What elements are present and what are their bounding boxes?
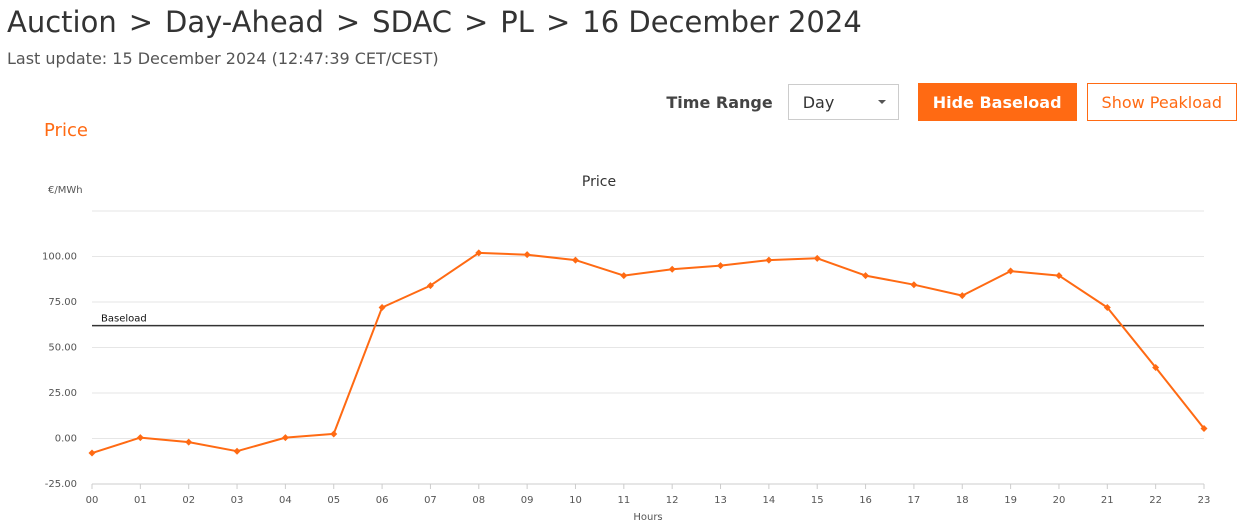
x-tick-label: 15 — [811, 495, 824, 506]
price-point — [426, 282, 434, 290]
y-tick-label: 50.00 — [48, 343, 77, 354]
price-point — [1007, 267, 1015, 275]
x-tick-label: 00 — [86, 495, 99, 506]
x-tick-label: 08 — [472, 495, 485, 506]
y-tick-label: 75.00 — [48, 297, 77, 308]
x-tick-label: 21 — [1101, 495, 1114, 506]
x-tick-label: 20 — [1053, 495, 1066, 506]
price-point — [1152, 364, 1160, 372]
time-range-label: Time Range — [666, 92, 773, 112]
price-point — [88, 449, 96, 457]
x-tick-label: 01 — [134, 495, 147, 506]
price-series-line — [91, 251, 1205, 455]
price-point — [717, 262, 725, 270]
chart-title: Price — [582, 174, 616, 190]
breadcrumb-separator: > — [545, 5, 571, 39]
breadcrumb-separator: > — [128, 5, 154, 39]
x-tick-label: 12 — [666, 495, 679, 506]
time-range-select[interactable]: Day — [787, 84, 899, 120]
breadcrumb-date: 16 December 2024 — [582, 5, 862, 39]
price-point — [862, 272, 870, 280]
section-title: Price — [44, 120, 88, 141]
y-tick-label: -25.00 — [45, 479, 77, 490]
x-tick-label: 14 — [763, 495, 776, 506]
price-point — [523, 251, 531, 259]
price-point — [136, 434, 144, 442]
breadcrumb-auction[interactable]: Auction — [7, 5, 117, 39]
x-tick-label: 13 — [714, 495, 727, 506]
price-point — [765, 256, 773, 264]
x-tick-label: 10 — [569, 495, 582, 506]
price-point — [475, 249, 483, 257]
price-point — [281, 434, 289, 442]
price-point — [668, 265, 676, 273]
chart-controls: Time Range Day Hide Baseload Show Peaklo… — [666, 83, 1237, 121]
last-update-text: Last update: 15 December 2024 (12:47:39 … — [7, 49, 439, 68]
price-point — [1055, 272, 1063, 280]
breadcrumb-separator: > — [463, 5, 489, 39]
price-point — [185, 438, 193, 446]
price-point — [330, 430, 338, 438]
x-axis-label: Hours — [633, 512, 662, 523]
price-point — [958, 292, 966, 300]
price-chart: Price €/MWh -25.00 0.00 25.00 50.00 75.00 100.0… — [0, 160, 1252, 525]
x-tick-label: 05 — [327, 495, 340, 506]
x-tick-label: 06 — [376, 495, 389, 506]
price-point — [233, 447, 241, 455]
show-peakload-button[interactable]: Show Peakload — [1086, 83, 1237, 121]
x-tick-label: 02 — [182, 495, 195, 506]
breadcrumb-pl[interactable]: PL — [500, 5, 534, 39]
breadcrumb-sdac[interactable]: SDAC — [372, 5, 452, 39]
breadcrumb-day-ahead[interactable]: Day-Ahead — [165, 5, 324, 39]
x-tick-label: 11 — [617, 495, 630, 506]
time-range-value: Day — [802, 92, 835, 112]
baseload-label: Baseload — [101, 314, 147, 325]
price-point — [571, 256, 579, 264]
y-tick-label: 0.00 — [55, 434, 77, 445]
x-tick-label: 19 — [1004, 495, 1017, 506]
x-tick-label: 04 — [279, 495, 292, 506]
price-point — [1103, 303, 1111, 311]
price-point — [620, 272, 628, 280]
y-axis-label: €/MWh — [48, 185, 83, 196]
price-chart-svg: Price €/MWh -25.00 0.00 25.00 50.00 75.00 100.0… — [42, 174, 1211, 523]
x-tick-label: 16 — [859, 495, 872, 506]
x-tick-label: 09 — [521, 495, 534, 506]
breadcrumb: Auction > Day-Ahead > SDAC > PL > 16 Dec… — [7, 2, 862, 42]
hide-baseload-button[interactable]: Hide Baseload — [917, 83, 1077, 121]
x-tick-label: 17 — [908, 495, 921, 506]
x-tick-label: 07 — [424, 495, 437, 506]
price-point — [1200, 424, 1208, 432]
x-tick-label: 23 — [1198, 495, 1211, 506]
price-point — [910, 281, 918, 289]
breadcrumb-separator: > — [335, 5, 361, 39]
y-tick-label: 100.00 — [42, 252, 77, 263]
x-tick-label: 03 — [231, 495, 244, 506]
y-tick-label: 25.00 — [48, 388, 77, 399]
x-tick-label: 22 — [1149, 495, 1162, 506]
price-point — [378, 303, 386, 311]
caret-down-icon — [877, 100, 886, 104]
price-point — [813, 254, 821, 262]
x-tick-label: 18 — [956, 495, 969, 506]
